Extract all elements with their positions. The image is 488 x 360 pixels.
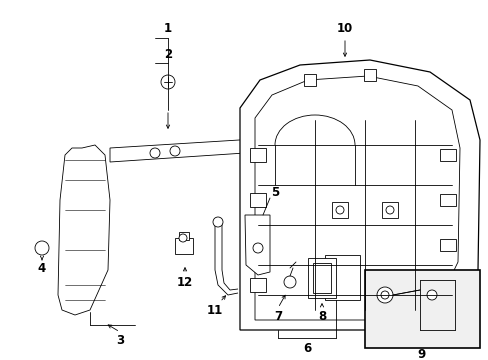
Circle shape: [335, 206, 343, 214]
Bar: [249, 148, 265, 162]
Circle shape: [179, 234, 186, 242]
Circle shape: [385, 206, 393, 214]
Bar: [331, 202, 347, 218]
Bar: [439, 194, 455, 206]
Bar: [249, 278, 265, 292]
Text: 2: 2: [163, 49, 172, 62]
Circle shape: [380, 291, 388, 299]
Polygon shape: [295, 80, 391, 110]
Bar: [439, 149, 455, 161]
Circle shape: [213, 217, 223, 227]
Circle shape: [252, 243, 263, 253]
Text: 12: 12: [177, 275, 193, 288]
Text: 5: 5: [270, 185, 279, 198]
Circle shape: [376, 287, 392, 303]
Bar: [439, 239, 455, 251]
Bar: [175, 238, 193, 254]
Circle shape: [161, 75, 175, 89]
Text: 6: 6: [302, 342, 310, 355]
Text: 11: 11: [206, 303, 223, 316]
Bar: [307, 258, 335, 298]
Bar: [364, 270, 479, 348]
Text: 7: 7: [273, 310, 282, 323]
Text: 10: 10: [336, 22, 352, 35]
Bar: [249, 193, 265, 207]
Text: 1: 1: [163, 22, 172, 35]
Circle shape: [284, 276, 295, 288]
Bar: [179, 232, 189, 240]
Polygon shape: [240, 60, 479, 330]
Text: 9: 9: [417, 348, 425, 360]
Circle shape: [331, 83, 355, 107]
Circle shape: [254, 139, 264, 149]
Bar: [381, 202, 397, 218]
Circle shape: [150, 148, 160, 158]
Bar: [325, 255, 359, 300]
Text: 3: 3: [116, 333, 124, 346]
Text: 4: 4: [38, 261, 46, 274]
Polygon shape: [110, 135, 319, 162]
Polygon shape: [254, 76, 459, 320]
Text: 8: 8: [317, 310, 325, 323]
Circle shape: [280, 137, 289, 147]
Bar: [249, 238, 265, 252]
Polygon shape: [58, 145, 110, 315]
Polygon shape: [244, 215, 269, 275]
Circle shape: [35, 241, 49, 255]
Bar: [312, 263, 330, 293]
Circle shape: [170, 146, 180, 156]
Bar: [304, 74, 315, 86]
Circle shape: [426, 290, 436, 300]
Bar: [363, 69, 375, 81]
